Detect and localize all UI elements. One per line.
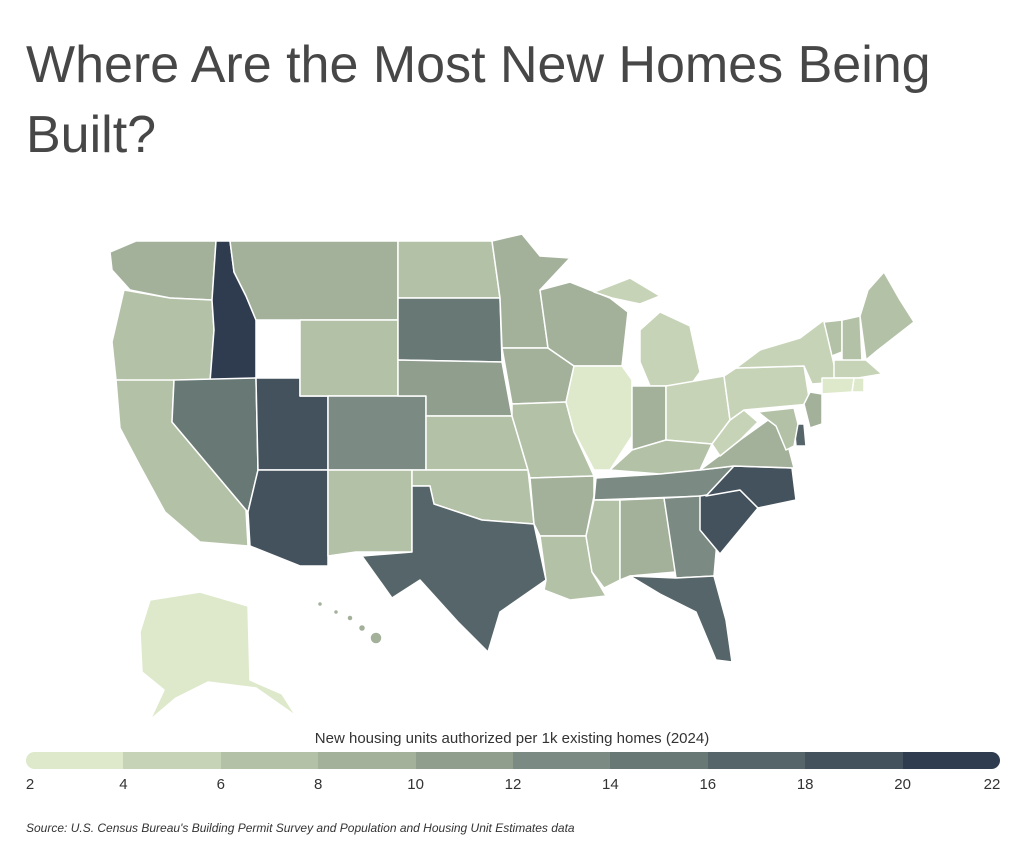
legend-tick-label: 10 <box>407 776 424 793</box>
state-IN[interactable] <box>631 385 667 451</box>
legend-swatch <box>318 752 416 769</box>
legend-tick-label: 14 <box>602 776 619 793</box>
legend-title: New housing units authorized per 1k exis… <box>314 730 710 747</box>
legend-swatch <box>902 752 1000 769</box>
state-ME[interactable] <box>859 271 915 361</box>
state-HI[interactable] <box>316 600 383 645</box>
legend-tick-label: 8 <box>314 776 323 793</box>
state-MI[interactable] <box>593 277 701 387</box>
source-note: Source: U.S. Census Bureau's Building Pe… <box>26 821 575 835</box>
state-NJ[interactable] <box>803 391 823 429</box>
color-scale-bar <box>26 752 1000 769</box>
legend-tick-label: 4 <box>119 776 128 793</box>
legend-tick-label: 2 <box>25 776 35 793</box>
state-KS[interactable] <box>425 415 529 471</box>
state-CO[interactable] <box>327 395 427 471</box>
legend-tick-label: 16 <box>699 776 717 793</box>
state-NH[interactable] <box>841 315 863 363</box>
state-MT[interactable] <box>229 240 399 321</box>
state-OR[interactable] <box>111 289 215 383</box>
state-AK[interactable] <box>139 591 297 721</box>
legend-tick-label: 12 <box>504 776 522 793</box>
color-scale-ticks: 2 4 6 8 10 12 14 16 18 20 22 <box>25 776 1001 796</box>
legend-swatch <box>220 752 319 769</box>
state-AR[interactable] <box>529 475 595 537</box>
legend-swatch <box>415 752 514 769</box>
legend-swatch <box>513 752 611 769</box>
state-WI[interactable] <box>539 281 629 367</box>
legend-swatch <box>610 752 708 769</box>
state-TX[interactable] <box>361 485 547 653</box>
legend-tick-label: 6 <box>216 776 225 793</box>
legend-tick-label: 20 <box>894 776 911 793</box>
legend-swatch <box>26 752 124 769</box>
state-MA[interactable] <box>833 359 883 379</box>
state-AZ[interactable] <box>247 469 329 567</box>
state-SD[interactable] <box>397 297 503 363</box>
state-NM[interactable] <box>327 469 413 557</box>
legend-tick-label: 18 <box>796 776 814 793</box>
page-title: Where Are the Most New Homes Being Built… <box>26 36 931 164</box>
state-FL[interactable] <box>629 575 733 663</box>
legend-swatch <box>707 752 806 769</box>
state-WY[interactable] <box>299 319 399 397</box>
state-MD[interactable] <box>757 407 799 451</box>
state-ND[interactable] <box>397 240 501 299</box>
state-CT[interactable] <box>821 377 855 395</box>
state-AL[interactable] <box>619 497 677 581</box>
legend-swatch <box>805 752 903 769</box>
legend-tick-label: 22 <box>983 776 1001 793</box>
legend-swatch <box>123 752 221 769</box>
